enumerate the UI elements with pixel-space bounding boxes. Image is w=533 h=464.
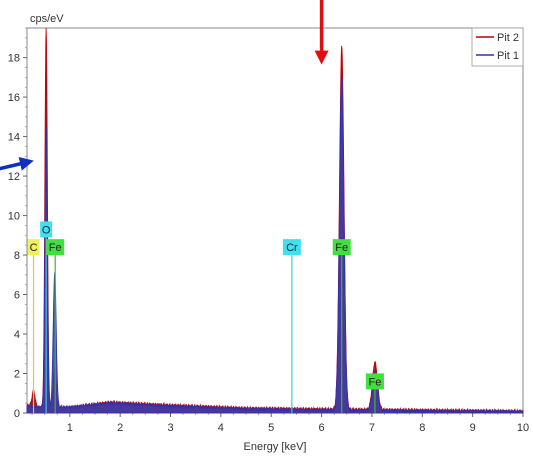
y-tick-label-1: 2 [14, 369, 20, 381]
element-label-o-1: O [42, 224, 51, 236]
legend-label-pit-2: Pit 2 [497, 32, 519, 44]
x-tick-label-4: 5 [268, 422, 274, 434]
y-tick-label-3: 6 [14, 290, 20, 302]
legend: Pit 2 Pit 1 [471, 27, 524, 67]
y-axis-ticks: 0 2 4 6 8 10 12 14 16 18 [8, 27, 27, 420]
element-box-fe-2 [46, 239, 65, 256]
x-tick-label-1: 2 [117, 422, 123, 434]
y-axis-title: cps/eV [30, 13, 64, 25]
annotations [0, 0, 329, 171]
x-tick-label-7: 8 [419, 422, 425, 434]
y-tick-label-7: 14 [8, 132, 20, 144]
element-label-fe-2: Fe [49, 242, 62, 254]
y-tick-label-8: 16 [8, 92, 20, 104]
legend-label-pit-1: Pit 1 [497, 50, 519, 62]
element-box-fe-4 [332, 239, 351, 256]
x-tick-label-5: 6 [319, 422, 325, 434]
x-tick-label-0: 1 [67, 422, 73, 434]
y-tick-label-6: 12 [8, 171, 20, 183]
plot-area [26, 27, 524, 414]
element-box-fe-5 [365, 373, 384, 390]
x-axis-ticks: 1 2 3 4 5 6 7 8 9 10 [31, 413, 529, 434]
x-tick-label-2: 3 [167, 422, 173, 434]
spectrum-series [26, 27, 524, 415]
element-markers: CO Fe Cr Fe Fe [27, 221, 384, 413]
series-area-pit-1 [26, 74, 524, 415]
y-tick-label-2: 4 [14, 329, 20, 341]
y-tick-label-5: 10 [8, 211, 20, 223]
y-tick-label-0: 0 [14, 408, 20, 420]
element-box-cr-3 [282, 239, 301, 256]
element-label-fe-5: Fe [369, 376, 382, 388]
legend-box [471, 27, 524, 67]
y-tick-label-9: 18 [8, 53, 20, 65]
annotation-arrow-right-1 [0, 157, 34, 171]
x-tick-label-8: 9 [470, 422, 476, 434]
x-tick-label-9: 10 [517, 422, 529, 434]
x-tick-label-3: 4 [218, 422, 224, 434]
element-box-c-0 [27, 239, 40, 256]
x-axis-title: Energy [keV] [244, 441, 307, 453]
element-box-o-1 [40, 221, 53, 238]
element-label-fe-4: Fe [335, 242, 348, 254]
x-tick-label-6: 7 [369, 422, 375, 434]
y-tick-label-4: 8 [14, 250, 20, 262]
element-label-c-0: C [30, 242, 38, 254]
element-label-cr-3: Cr [286, 242, 298, 254]
